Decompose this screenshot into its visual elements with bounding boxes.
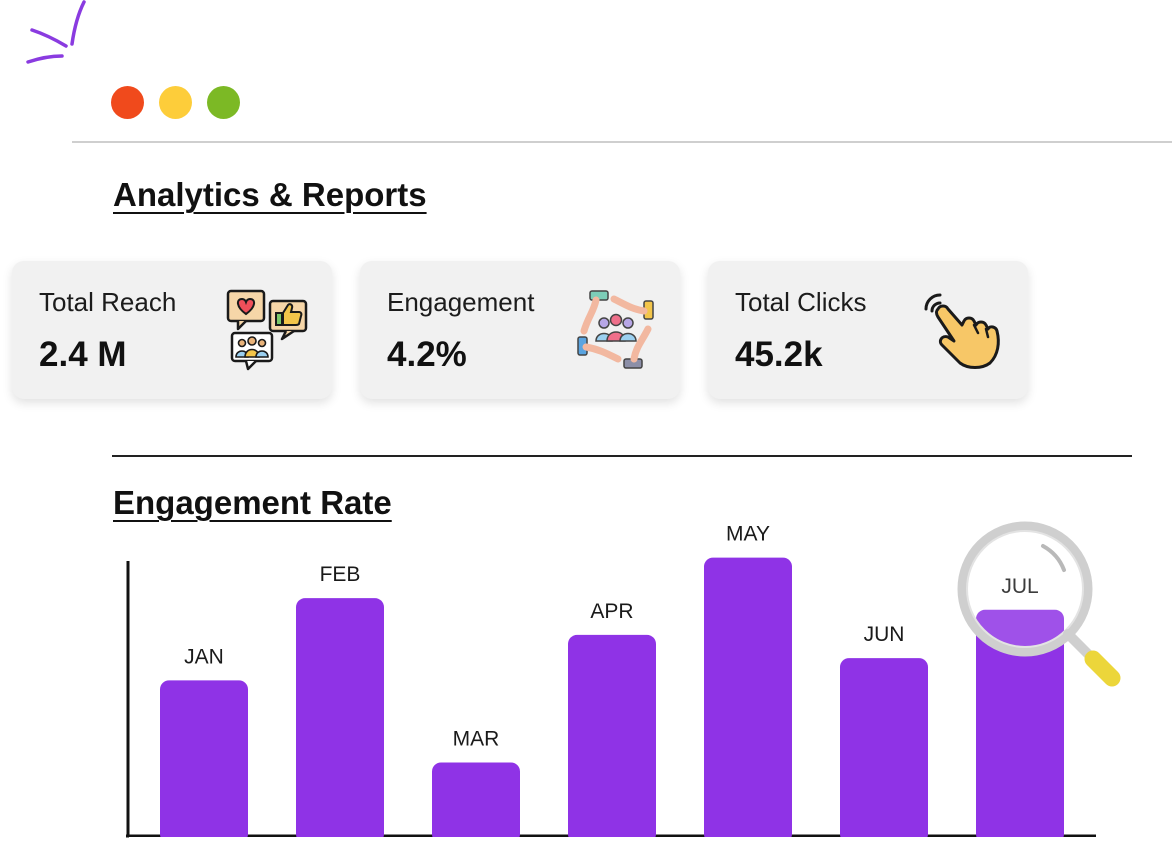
bar-mar[interactable]: [432, 762, 520, 844]
stat-label: Engagement: [387, 287, 535, 317]
bar-label-may: MAY: [726, 523, 770, 546]
bar-label-jul: JUL: [1001, 575, 1038, 598]
top-divider: [72, 141, 1172, 143]
bar-jul[interactable]: [976, 609, 1064, 843]
sparkle-icon: [26, 0, 86, 64]
chart-title: Engagement Rate: [113, 484, 392, 521]
bar-label-jun: JUN: [864, 623, 905, 646]
community-hands-icon: [577, 290, 654, 369]
close-dot[interactable]: [111, 86, 144, 119]
stat-card-engagement[interactable]: Engagement 4.2%: [360, 261, 680, 399]
bars-group: JAN FEB MAR APR MAY JUN JUL: [129, 523, 1109, 855]
stat-value: 45.2k: [735, 335, 823, 374]
minimize-dot[interactable]: [159, 86, 192, 119]
social-feedback-icon: [226, 289, 308, 371]
bar-jan[interactable]: [160, 680, 248, 843]
bar-label-apr: APR: [590, 600, 633, 623]
bar-feb[interactable]: [296, 598, 384, 843]
stat-card-total-reach[interactable]: Total Reach 2.4 M: [12, 261, 332, 399]
stat-value: 4.2%: [387, 335, 467, 374]
page-title: Analytics & Reports: [113, 176, 427, 213]
stat-label: Total Reach: [39, 287, 177, 317]
bar-label-feb: FEB: [320, 563, 361, 586]
stat-card-total-clicks[interactable]: Total Clicks 45.2k: [708, 261, 1028, 399]
bar-label-jan: JAN: [184, 645, 224, 668]
bar-jun[interactable]: [840, 658, 928, 843]
stat-label: Total Clicks: [735, 287, 867, 317]
bar-label-mar: MAR: [453, 728, 500, 751]
stat-value: 2.4 M: [39, 335, 127, 374]
maximize-dot[interactable]: [207, 86, 240, 119]
bar-apr[interactable]: [568, 634, 656, 843]
window-controls: [111, 86, 240, 119]
pointing-hand-icon: [924, 293, 1000, 369]
bar-may[interactable]: [704, 557, 792, 843]
axis-mask: [129, 837, 1109, 855]
section-divider: [112, 455, 1132, 457]
magnifier-icon: [957, 521, 1121, 687]
